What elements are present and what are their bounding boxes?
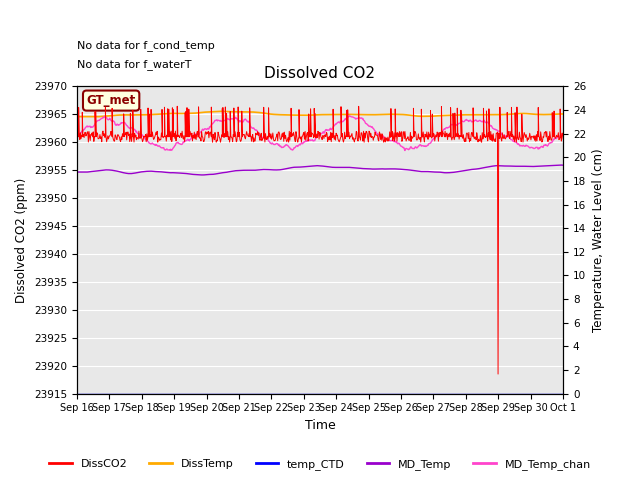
Title: Dissolved CO2: Dissolved CO2 [264, 66, 376, 81]
Text: No data for f_waterT: No data for f_waterT [77, 59, 191, 70]
Text: GT_met: GT_met [86, 94, 136, 107]
Y-axis label: Temperature, Water Level (cm): Temperature, Water Level (cm) [592, 148, 605, 332]
Text: No data for f_cond_temp: No data for f_cond_temp [77, 40, 214, 51]
Y-axis label: Dissolved CO2 (ppm): Dissolved CO2 (ppm) [15, 178, 28, 302]
X-axis label: Time: Time [305, 419, 335, 432]
Legend: DissCO2, DissTemp, temp_CTD, MD_Temp, MD_Temp_chan: DissCO2, DissTemp, temp_CTD, MD_Temp, MD… [45, 455, 595, 474]
